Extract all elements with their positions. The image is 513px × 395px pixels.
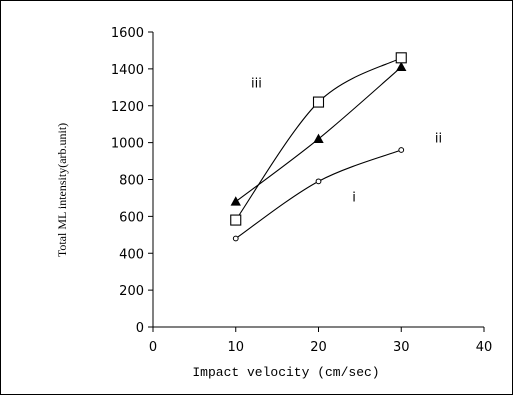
data-point xyxy=(315,178,322,185)
series-i xyxy=(232,147,405,242)
data-point xyxy=(230,214,242,226)
data-point xyxy=(313,133,324,143)
x-tick-label: 10 xyxy=(227,340,244,355)
y-tick-label: 1200 xyxy=(111,100,144,115)
series-label-ii: ii xyxy=(435,132,442,147)
series-line xyxy=(235,149,402,239)
x-tick-label: 30 xyxy=(393,340,410,355)
y-axis-title: Total ML intensity(arb.unit) xyxy=(55,123,69,257)
data-point xyxy=(232,235,239,242)
y-tick-label: 1600 xyxy=(111,26,144,41)
labels-layer: Impact velocity (cm/sec) Total ML intens… xyxy=(55,123,380,380)
y-tick-label: 200 xyxy=(119,284,144,299)
x-tick-label: 40 xyxy=(476,340,493,355)
data-point xyxy=(312,96,325,108)
data-point xyxy=(230,196,241,206)
y-tick-label: 1400 xyxy=(111,63,144,78)
series-label-iii: iii xyxy=(251,76,262,91)
y-tick-label: 800 xyxy=(119,174,144,189)
data-point xyxy=(396,61,407,72)
y-tick-label: 600 xyxy=(119,210,144,225)
x-tick-label: 20 xyxy=(310,340,327,355)
data-point xyxy=(398,147,405,153)
y-tick-label: 400 xyxy=(119,247,144,262)
x-axis-title: Impact velocity (cm/sec) xyxy=(192,365,379,380)
series-iii xyxy=(230,52,407,226)
data-point xyxy=(395,52,407,64)
series-label-i: i xyxy=(352,191,356,206)
y-tick-label: 1000 xyxy=(111,137,144,152)
axes: 0 200 400 600 800 1000 1200 1400 1600 0 10 20 30 40 xyxy=(111,26,492,355)
series-ii xyxy=(230,61,407,206)
y-tick-label: 0 xyxy=(136,321,144,336)
x-tick-label: 0 xyxy=(149,340,157,355)
